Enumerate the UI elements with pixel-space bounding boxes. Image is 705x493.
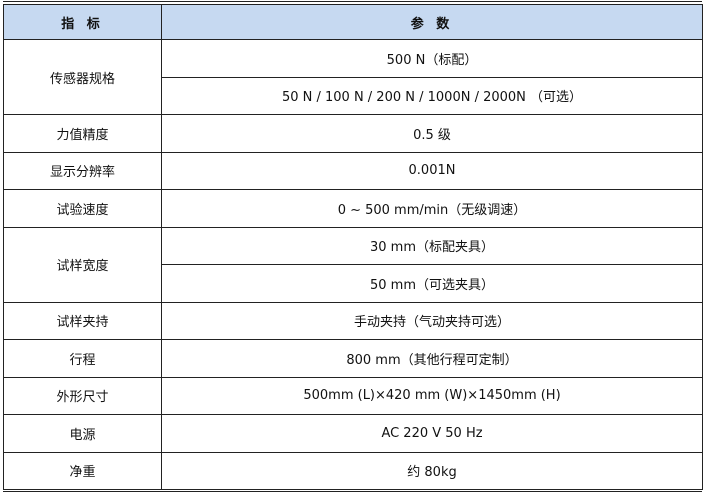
table-row: 净重约 80kg	[3, 451, 703, 490]
table-row: 力值精度 0.5 级	[3, 114, 703, 153]
spec-value: 500 N（标配）	[161, 39, 703, 78]
table-top-border	[3, 1, 702, 2]
spec-value: 约 80kg	[161, 451, 703, 490]
table-row: 行程 800 mm（其他行程可定制）	[3, 339, 703, 378]
spec-label: 力值精度	[3, 114, 162, 153]
spec-value: 0.5 级	[161, 114, 703, 153]
table-row: 50 mm（可选夹具）	[4, 264, 703, 303]
spec-label: 试验速度	[3, 189, 162, 228]
header-indicator: 指 标	[3, 4, 162, 40]
spec-value: 50 N / 100 N / 200 N / 1000N / 2000N （可选…	[161, 76, 703, 115]
spec-value: 0.001N	[161, 151, 703, 190]
table-row: 外形尺寸 500mm (L)×420 mm (W)×1450mm (H)	[3, 376, 703, 415]
table-row: 试验速度 0 ~ 500 mm/min（无级调速）	[3, 189, 703, 228]
spec-label: 试样宽度	[3, 226, 162, 303]
table-header-row: 指 标 参 数	[3, 4, 703, 40]
spec-label: 显示分辨率	[3, 151, 162, 190]
table-row: 传感器规格 500 N（标配）	[3, 39, 703, 115]
table-bottom-border	[3, 491, 702, 492]
spec-value: 50 mm（可选夹具）	[161, 264, 703, 303]
spec-label: 外形尺寸	[3, 376, 162, 415]
spec-value: 800 mm（其他行程可定制）	[161, 339, 703, 378]
table-row: 试样夹持 手动夹持（气动夹持可选）	[3, 301, 703, 340]
spec-label: 行程	[3, 339, 162, 378]
spec-value: 0 ~ 500 mm/min（无级调速）	[161, 189, 703, 228]
spec-label: 电源	[3, 414, 162, 453]
spec-label: 净重	[3, 451, 162, 490]
spec-value: 30 mm（标配夹具）	[161, 226, 703, 265]
table-row: 试样宽度 30 mm（标配夹具）	[3, 226, 703, 303]
table-row: 电源 AC 220 V 50 Hz	[3, 414, 703, 453]
spec-label: 试样夹持	[3, 301, 162, 340]
spec-label: 传感器规格	[3, 39, 162, 115]
spec-value: 手动夹持（气动夹持可选）	[161, 301, 703, 340]
spec-table: 指 标 参 数 传感器规格 500 N（标配） 50 N / 100 N / 200…	[3, 4, 703, 490]
spec-value: AC 220 V 50 Hz	[161, 414, 703, 453]
table-row: 显示分辨率 0.001N	[3, 151, 703, 190]
spec-value: 500mm (L)×420 mm (W)×1450mm (H)	[161, 376, 703, 415]
header-parameter: 参 数	[161, 4, 703, 40]
table-row: 50 N / 100 N / 200 N / 1000N / 2000N （可选…	[4, 76, 703, 115]
